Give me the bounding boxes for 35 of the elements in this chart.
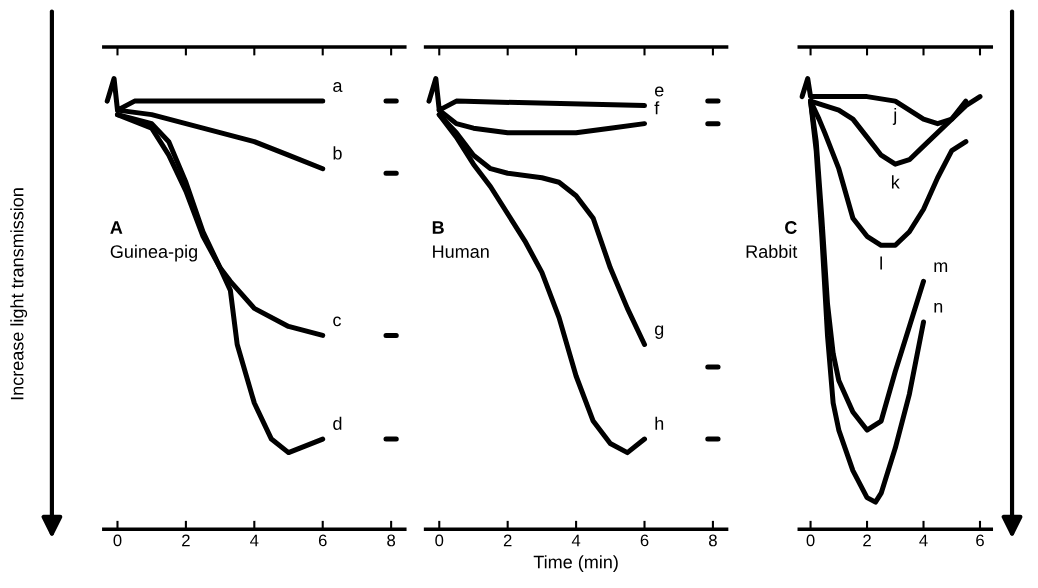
x-tick-label: 8 [387, 534, 396, 547]
series-label: h [655, 416, 664, 430]
series-label: n [934, 302, 943, 313]
series-label: a [333, 82, 343, 92]
x-tick-label: 2 [182, 534, 190, 547]
annotation: A [110, 221, 123, 234]
series-label: b [333, 146, 342, 160]
y-axis-title: Increase light transmission [10, 188, 28, 400]
x-tick-label: 2 [503, 534, 512, 547]
annotation: Human [433, 245, 489, 258]
series-label: c [333, 316, 341, 327]
x-tick-label: 6 [976, 534, 984, 547]
series-label: l [880, 256, 882, 270]
series-label: j [892, 108, 897, 125]
x-tick-label: 4 [919, 534, 928, 547]
series-label: d [333, 416, 342, 430]
x-tick-label: 4 [571, 534, 581, 547]
annotation: Guinea-pig [110, 244, 197, 262]
series-label: f [654, 101, 660, 115]
text: Rabbit [746, 244, 798, 258]
x-tick-label: 0 [113, 534, 122, 547]
series-label: g [654, 325, 664, 339]
text: C [785, 221, 797, 234]
x-axis-title: Time (min) [533, 555, 618, 572]
series-label: k [891, 175, 900, 189]
annotation: B [432, 221, 444, 234]
series-label: m [934, 262, 948, 273]
x-tick-label: 4 [250, 534, 259, 547]
x-tick-label: 0 [435, 534, 444, 547]
x-tick-label: 8 [709, 534, 717, 547]
x-tick-label: 6 [640, 534, 649, 547]
x-tick-label: 6 [318, 534, 327, 547]
x-tick-label: 0 [806, 534, 815, 547]
series-label: e [654, 86, 664, 97]
x-tick-label: 2 [863, 534, 871, 547]
